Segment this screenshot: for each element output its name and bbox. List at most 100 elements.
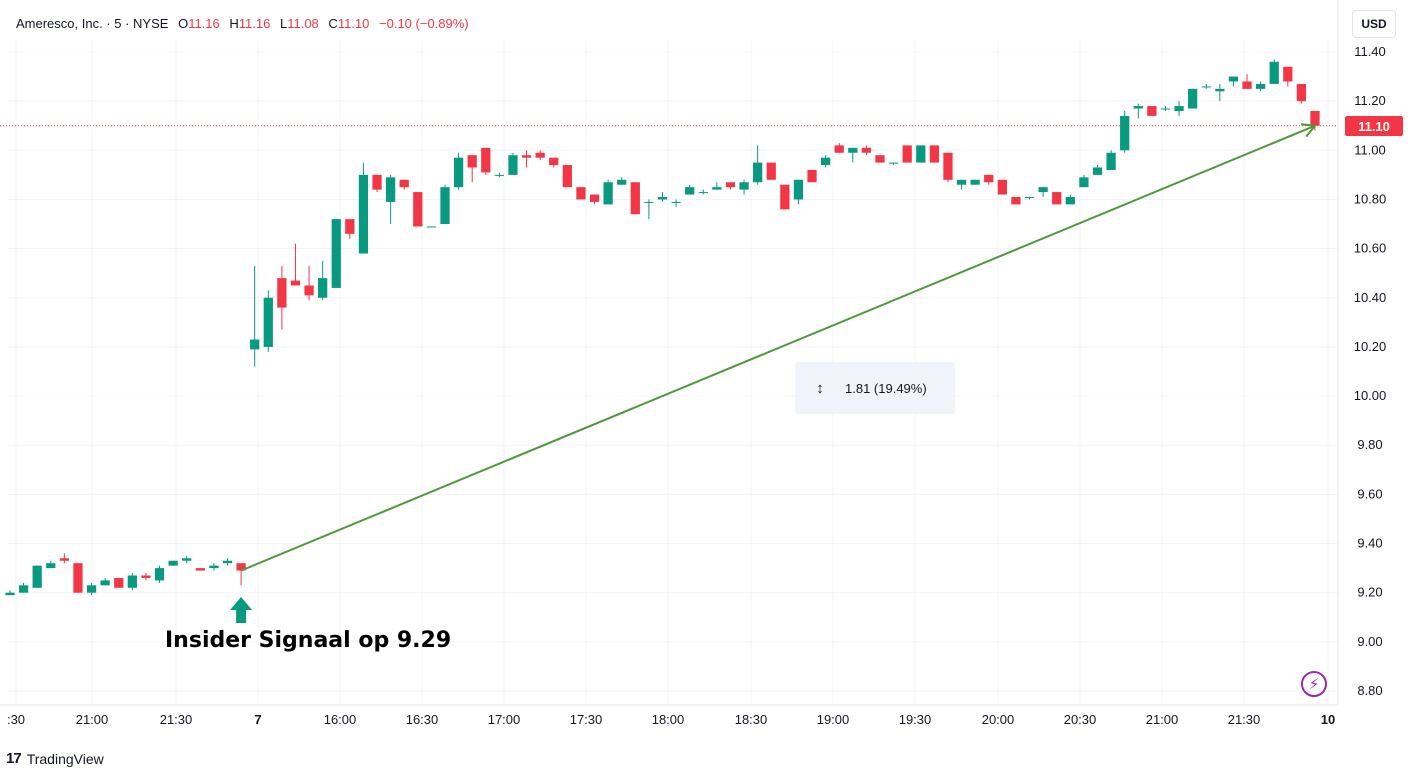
candle	[753, 145, 763, 185]
candle	[73, 563, 83, 593]
tradingview-logo[interactable]: 17 TradingView	[6, 750, 104, 767]
y-tick-label: 9.20	[1357, 585, 1382, 600]
candle	[372, 174, 382, 193]
candle-body	[59, 558, 69, 561]
candle	[562, 165, 572, 188]
candle	[59, 553, 69, 564]
high-value: 11.16	[238, 16, 271, 31]
candle-body	[793, 179, 804, 200]
candle-body	[182, 558, 192, 561]
candle-body	[1065, 197, 1075, 205]
candle	[5, 590, 15, 596]
candle	[263, 290, 273, 352]
x-tick-label: 21:30	[1228, 712, 1261, 727]
trend-arrow-line	[240, 124, 1316, 572]
open-value: 11.16	[188, 16, 220, 31]
candle-body	[1242, 81, 1252, 89]
candle	[1106, 150, 1116, 170]
candles	[5, 59, 1320, 596]
y-tick-label: 10.20	[1354, 339, 1387, 354]
candle	[1201, 83, 1211, 89]
measure-label: ↕ 1.81 (19.49%)	[795, 362, 955, 414]
candle-body	[1160, 108, 1171, 110]
candle	[916, 145, 926, 163]
candle	[780, 184, 790, 210]
candle-body	[712, 187, 722, 190]
candle	[685, 184, 695, 195]
candle-body	[399, 179, 409, 188]
candle-body	[984, 174, 994, 183]
candle	[481, 147, 491, 175]
candle-body	[290, 280, 301, 286]
x-tick-label: 21:00	[1146, 712, 1179, 727]
y-tick-label: 9.80	[1357, 437, 1382, 452]
candle-body	[18, 585, 29, 593]
up-arrow-shape	[230, 597, 253, 623]
candle	[549, 157, 559, 168]
low-value: 11.08	[287, 16, 319, 31]
candle-body	[739, 182, 749, 190]
candle-body	[848, 147, 858, 153]
candle-body	[997, 179, 1007, 195]
candle-body	[386, 177, 396, 202]
y-tick-label: 10.80	[1354, 191, 1387, 206]
insider-signal-annotation: Insider Signaal op 9.29	[165, 628, 452, 653]
candle	[1269, 59, 1279, 84]
candle-body	[630, 182, 640, 215]
candle-body	[1106, 152, 1116, 170]
candle-body	[508, 155, 518, 175]
candle-body	[1024, 197, 1035, 199]
open-label: O	[178, 16, 189, 31]
candle-body	[1079, 177, 1089, 188]
candle-body	[494, 174, 504, 176]
candle	[1024, 197, 1035, 200]
candle-body	[725, 182, 736, 188]
x-tick-label: 21:00	[76, 712, 109, 727]
candle-body	[1011, 197, 1021, 205]
symbol-legend: Ameresco, Inc. · 5 · NYSE O11.16 H11.16 …	[16, 16, 469, 31]
candle-body	[875, 155, 885, 163]
candle-body	[929, 145, 939, 163]
candle	[1296, 83, 1307, 104]
candle-body	[766, 162, 776, 180]
candle-body	[603, 182, 613, 205]
x-tick-label: 17:30	[570, 712, 603, 727]
candle	[1011, 197, 1021, 205]
trend-arrow	[240, 123, 1317, 572]
lightning-icon[interactable]: ⚡	[1301, 671, 1327, 697]
candle	[250, 265, 260, 367]
candle	[861, 145, 872, 156]
candle	[1160, 106, 1171, 111]
candle-body	[657, 197, 668, 200]
candle-body	[1038, 187, 1048, 193]
candle-body	[453, 157, 464, 188]
candle-body	[1310, 110, 1320, 126]
currency-button[interactable]: USD	[1352, 10, 1396, 38]
candle	[86, 582, 97, 596]
candle-body	[46, 563, 56, 569]
candle	[521, 150, 532, 168]
candle	[386, 174, 396, 225]
candle	[956, 179, 967, 190]
candle-body	[589, 194, 600, 202]
candle	[671, 199, 681, 207]
candle-body	[970, 179, 980, 185]
candle-body	[780, 184, 790, 210]
x-tick-label: 18:30	[735, 712, 768, 727]
x-tick-label: 18:00	[652, 712, 685, 727]
candle-body	[1174, 106, 1184, 111]
candle-body	[222, 560, 233, 564]
candle	[603, 179, 613, 205]
measure-text: 1.81 (19.49%)	[845, 380, 927, 396]
candle	[508, 152, 518, 175]
candle	[141, 573, 151, 581]
candle	[1147, 106, 1157, 116]
x-tick-label: 16:30	[406, 712, 439, 727]
candle	[154, 565, 165, 583]
candle	[1188, 88, 1198, 109]
candle-body	[358, 174, 369, 254]
candle	[725, 182, 736, 190]
candle	[1038, 187, 1048, 198]
candle	[929, 145, 939, 163]
